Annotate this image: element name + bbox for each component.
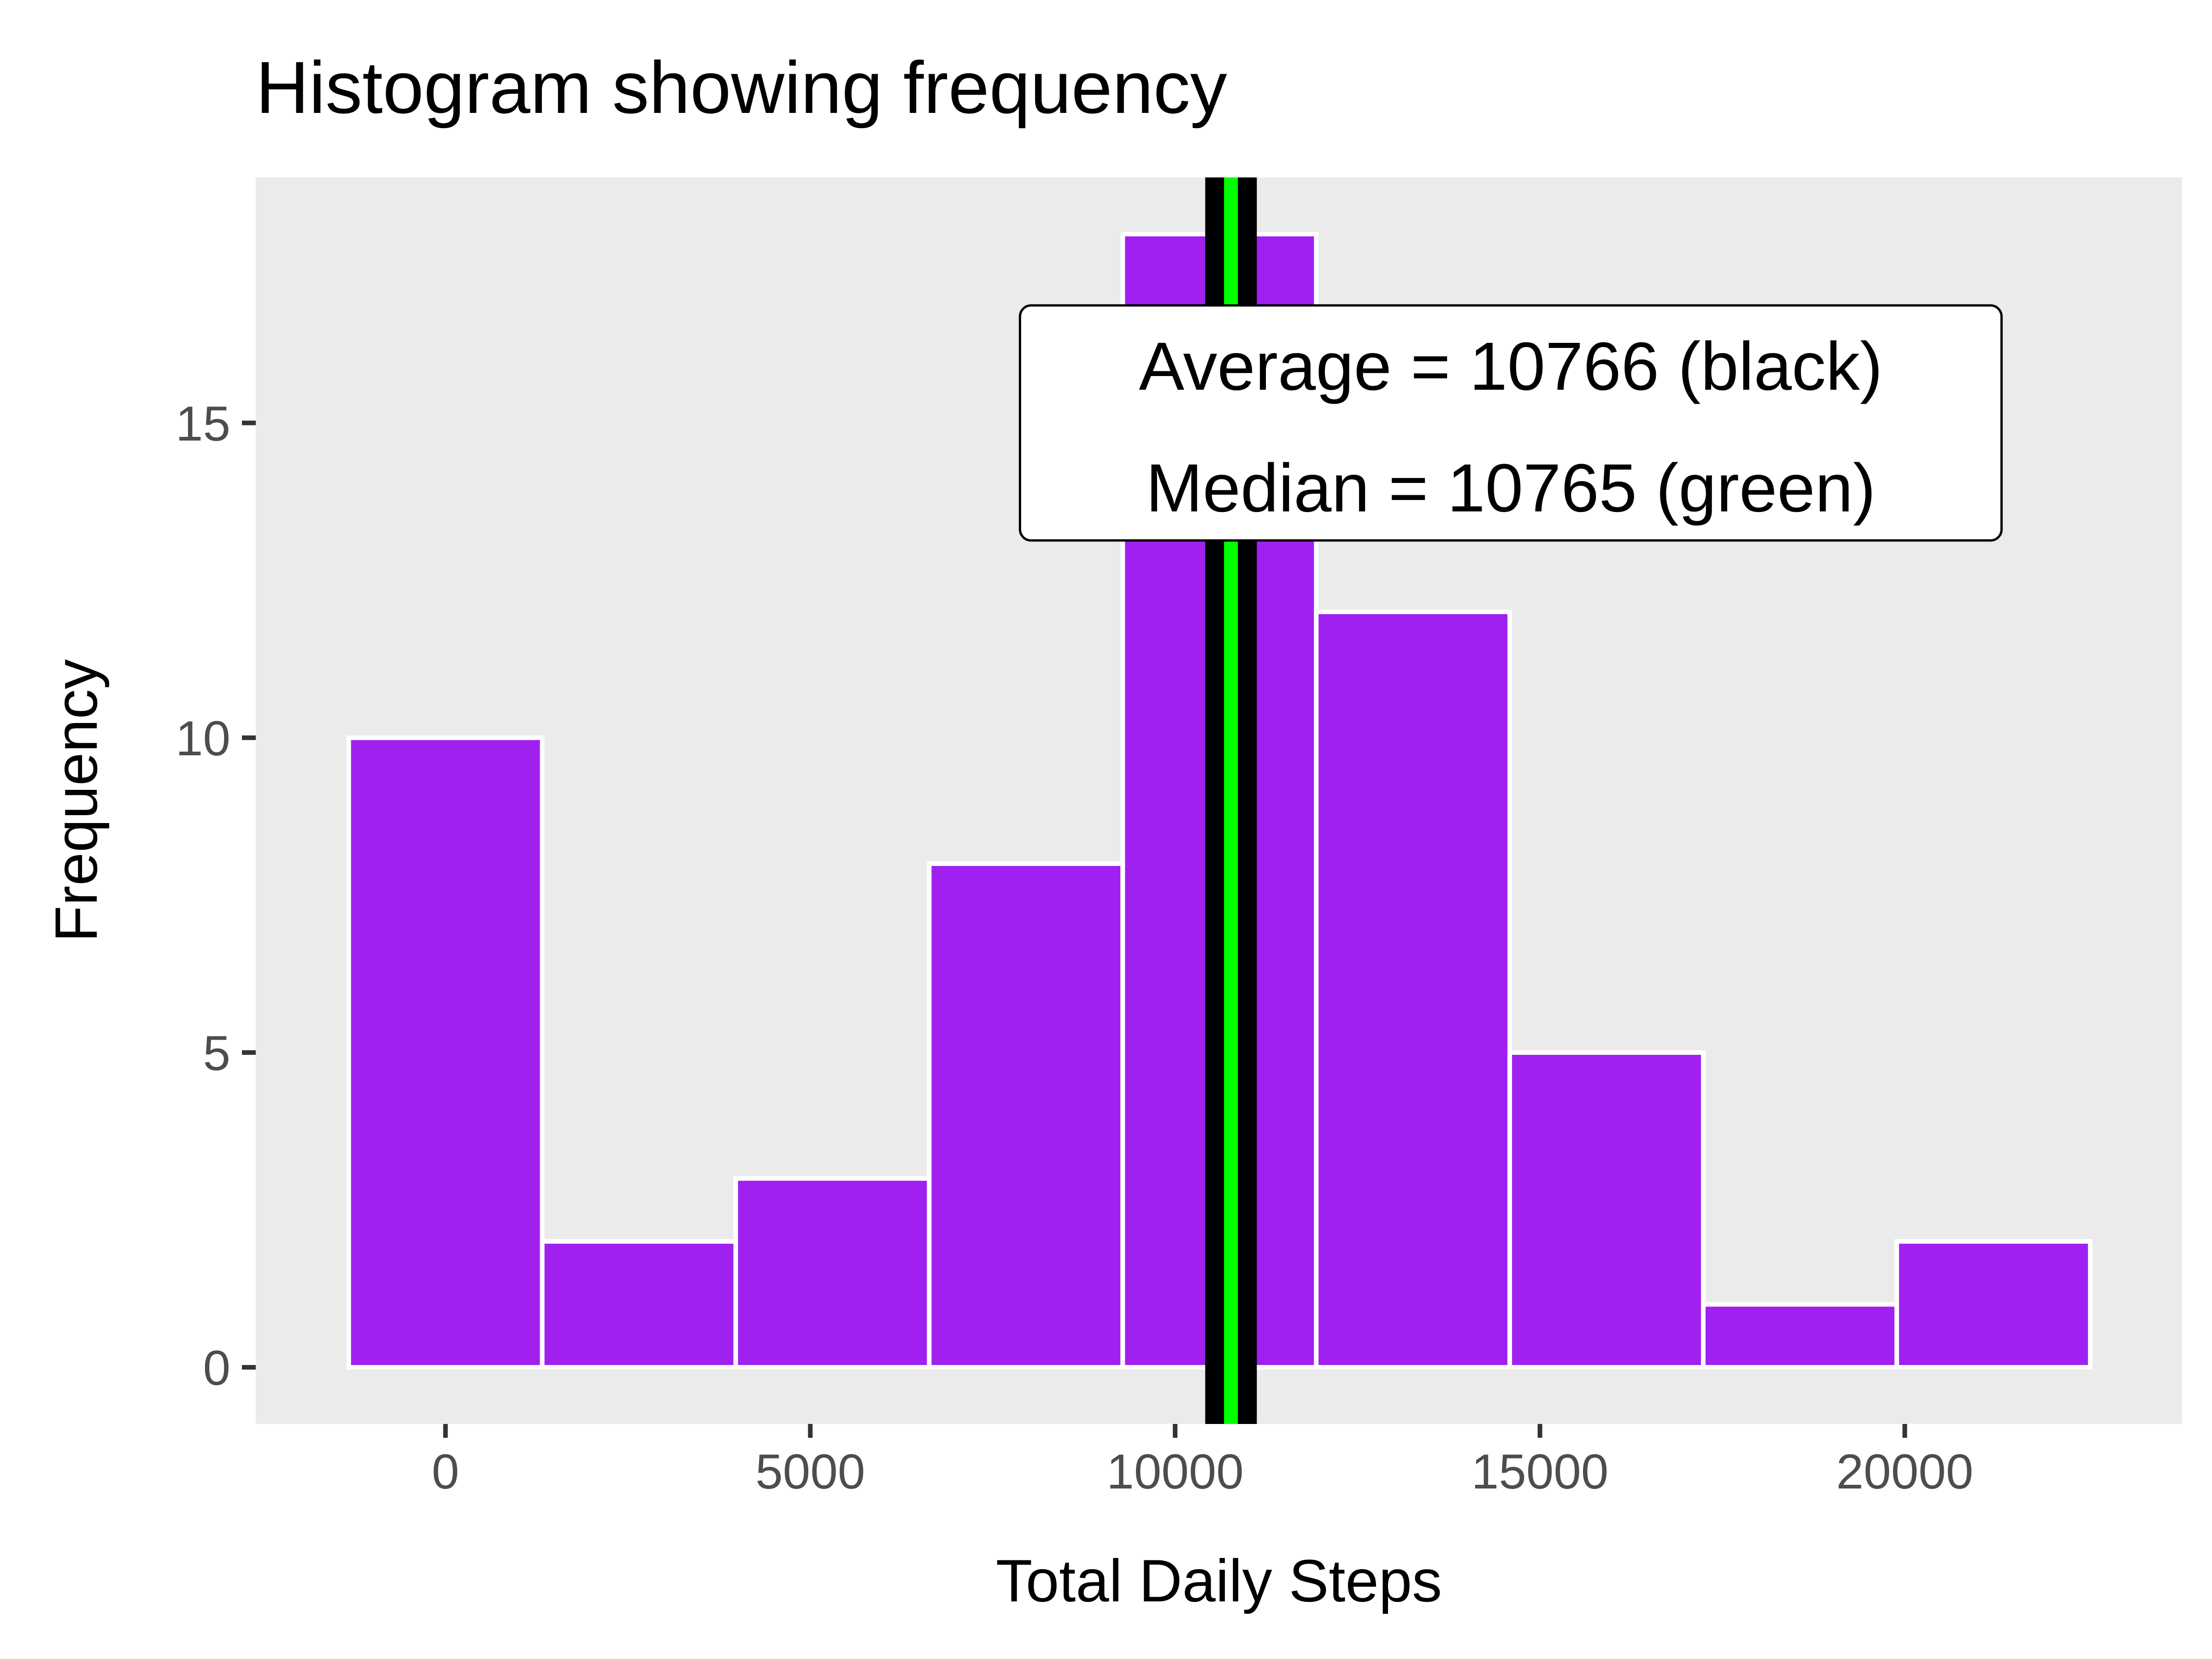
- x-tick-label: 20000: [1836, 1444, 1974, 1499]
- y-tick-label: 5: [203, 1025, 230, 1081]
- y-tick-label: 0: [203, 1340, 230, 1395]
- y-axis: 0 5 10 15: [176, 396, 256, 1395]
- histogram-bar-6: [1314, 609, 1512, 1370]
- annotation-group: Average = 10766 (black) Median = 10765 (…: [1018, 304, 2003, 542]
- histogram-bar-9: [1894, 1239, 2093, 1370]
- histogram-bar-2: [540, 1239, 738, 1370]
- histogram-bar-1: [346, 735, 545, 1370]
- histogram-bar-4: [927, 861, 1125, 1370]
- x-axis-title: Total Daily Steps: [996, 1547, 1442, 1614]
- y-tick-label: 10: [176, 711, 230, 766]
- annotation-average-text: Average = 10766 (black): [1139, 329, 1883, 405]
- histogram-bar-7: [1507, 1050, 1706, 1370]
- histogram-bar-3: [733, 1176, 932, 1370]
- chart-title: Histogram showing frequency: [256, 46, 1227, 129]
- histogram-bar-8: [1701, 1302, 1899, 1370]
- annotation-median-text: Median = 10765 (green): [1146, 450, 1876, 526]
- x-tick-label: 15000: [1471, 1444, 1609, 1499]
- x-tick-label: 0: [432, 1444, 459, 1499]
- x-tick-label: 5000: [755, 1444, 865, 1499]
- y-axis-title: Frequency: [42, 659, 110, 942]
- y-tick-label: 15: [176, 396, 230, 451]
- x-tick-label: 10000: [1106, 1444, 1244, 1499]
- x-axis: 0 5000 10000 15000 20000: [432, 1424, 1973, 1499]
- annotation-box: [1018, 304, 2003, 542]
